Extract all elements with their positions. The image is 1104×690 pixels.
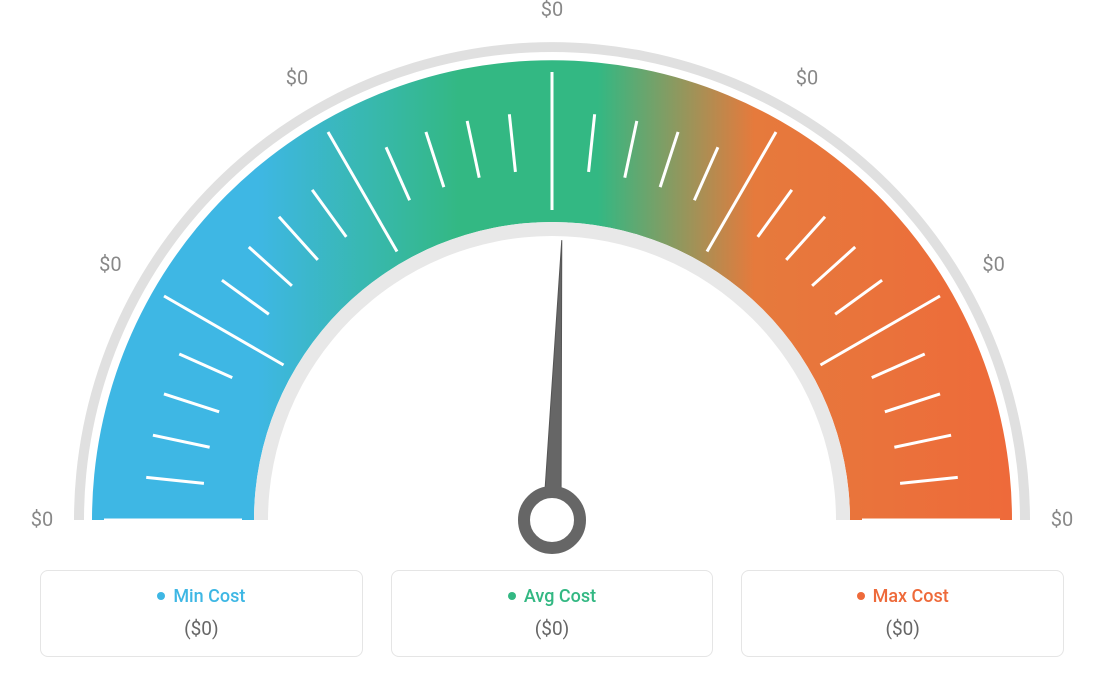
gauge-tick-label: $0 [1051, 507, 1073, 531]
legend-value-max: ($0) [752, 617, 1053, 640]
legend-dot-icon [157, 592, 165, 600]
legend-row: Min Cost ($0) Avg Cost ($0) Max Cost ($0… [0, 570, 1104, 657]
gauge-tick-label: $0 [286, 65, 308, 89]
legend-label-min: Min Cost [157, 586, 245, 607]
legend-label-text: Min Cost [173, 586, 245, 607]
gauge-tick-label: $0 [31, 507, 53, 531]
gauge-tick-label: $0 [541, 0, 563, 21]
legend-label-text: Avg Cost [524, 586, 596, 607]
gauge-tick-label: $0 [982, 252, 1004, 276]
gauge-needle-hub [524, 492, 580, 548]
legend-card-max: Max Cost ($0) [741, 570, 1064, 657]
legend-card-avg: Avg Cost ($0) [391, 570, 714, 657]
gauge-needle [543, 240, 562, 520]
gauge-svg: $0 $0 $0 $0 $0 $0 $0 [0, 0, 1104, 560]
legend-value-avg: ($0) [402, 617, 703, 640]
legend-label-avg: Avg Cost [508, 586, 596, 607]
legend-card-min: Min Cost ($0) [40, 570, 363, 657]
legend-dot-icon [508, 592, 516, 600]
legend-label-max: Max Cost [857, 586, 949, 607]
gauge-tick-label: $0 [99, 252, 121, 276]
legend-dot-icon [857, 592, 865, 600]
gauge-tick-label: $0 [796, 65, 818, 89]
legend-value-min: ($0) [51, 617, 352, 640]
legend-label-text: Max Cost [873, 586, 949, 607]
gauge-chart: $0 $0 $0 $0 $0 $0 $0 [0, 0, 1104, 560]
